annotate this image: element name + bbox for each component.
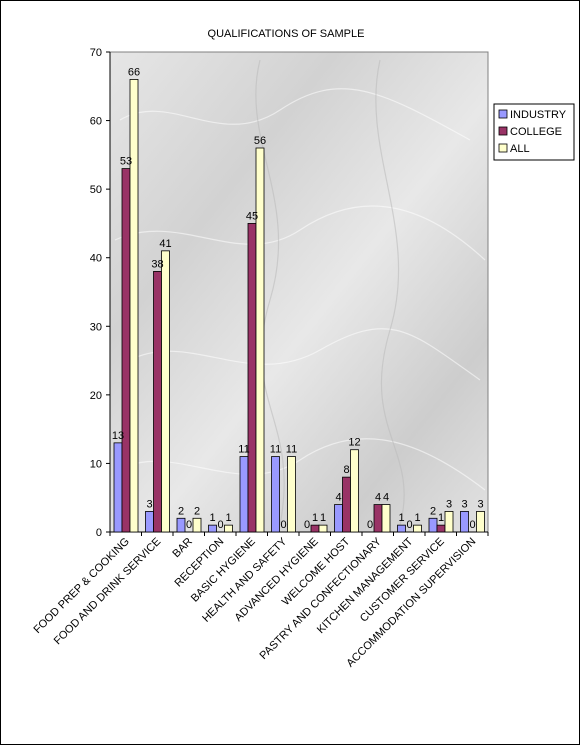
data-label: 4 <box>335 492 341 504</box>
legend: INDUSTRY COLLEGE ALL <box>493 103 575 161</box>
bar-industry <box>334 504 343 533</box>
y-axis-ticks: 0 10 20 30 40 50 60 70 <box>90 47 110 539</box>
y-tick-label: 50 <box>90 184 102 196</box>
legend-swatch-industry <box>498 109 508 119</box>
legend-label: ALL <box>510 143 530 155</box>
data-label: 66 <box>128 66 140 78</box>
data-label: 13 <box>112 430 124 442</box>
data-label: 0 <box>304 519 310 531</box>
data-label: 3 <box>446 498 452 510</box>
bar-industry <box>460 511 469 533</box>
bar-all <box>444 511 454 533</box>
data-label: 3 <box>146 498 152 510</box>
y-tick-label: 30 <box>90 321 102 333</box>
data-label: 0 <box>406 519 412 531</box>
data-label: 8 <box>343 464 349 476</box>
chart-title: QUALIFICATIONS OF SAMPLE <box>208 28 365 40</box>
bar-college <box>247 223 257 533</box>
bar-all <box>224 524 233 533</box>
bar-college <box>153 271 162 533</box>
bar-industry <box>176 517 186 533</box>
y-tick-label: 70 <box>90 47 102 59</box>
legend-swatch-college <box>498 126 508 136</box>
data-label: 1 <box>398 512 404 524</box>
bar-industry <box>239 456 249 533</box>
legend-label: INDUSTRY <box>510 109 567 121</box>
data-label: 45 <box>246 210 258 222</box>
bar-all <box>476 511 485 533</box>
bar-industry <box>397 524 406 533</box>
y-tick-label: 40 <box>90 253 102 265</box>
legend-swatch-all <box>498 143 508 153</box>
data-label: 1 <box>320 512 326 524</box>
data-label: 11 <box>270 444 281 456</box>
data-label: 0 <box>217 519 223 531</box>
legend-label: COLLEGE <box>510 126 562 138</box>
data-label: 53 <box>120 156 132 168</box>
bar-all <box>413 524 422 533</box>
y-tick-label: 0 <box>96 527 102 539</box>
data-label: 2 <box>430 505 436 517</box>
bar-college <box>436 524 446 533</box>
data-label: 0 <box>469 519 475 531</box>
bar-all <box>350 449 359 533</box>
data-label: 4 <box>383 492 389 504</box>
y-tick-label: 10 <box>90 458 102 470</box>
bar-college <box>121 168 131 533</box>
bar-industry <box>145 511 154 533</box>
data-label: 3 <box>461 498 467 510</box>
plot-texture <box>114 59 486 526</box>
data-label: 41 <box>159 238 171 250</box>
data-label: 0 <box>280 519 286 531</box>
plot-area <box>109 51 489 533</box>
bars <box>113 79 485 533</box>
data-label: 0 <box>186 519 192 531</box>
bar-college <box>373 504 383 533</box>
data-label: 4 <box>375 492 381 504</box>
data-label: 11 <box>238 444 249 456</box>
data-label: 1 <box>438 512 444 524</box>
bar-industry <box>428 517 438 533</box>
data-label: 3 <box>477 498 483 510</box>
bar-industry <box>208 524 217 533</box>
bar-industry <box>113 442 123 533</box>
bar-all <box>129 79 139 533</box>
data-label: 56 <box>254 135 266 147</box>
data-label: 11 <box>286 444 297 456</box>
data-label: 1 <box>209 512 215 524</box>
data-label: 2 <box>178 505 184 517</box>
bar-all <box>161 250 170 533</box>
bar-all <box>318 524 328 533</box>
data-label: 2 <box>194 505 200 517</box>
bar-industry <box>271 456 280 533</box>
bar-all <box>192 517 202 533</box>
bar-all <box>381 504 391 533</box>
data-label: 1 <box>414 512 420 524</box>
y-tick-label: 60 <box>90 116 102 128</box>
bar-college <box>310 524 320 533</box>
data-label: 1 <box>225 512 231 524</box>
data-label: 38 <box>151 258 163 270</box>
bar-all <box>287 456 296 533</box>
data-label: 1 <box>312 512 318 524</box>
bar-college <box>342 476 351 533</box>
data-label: 0 <box>367 519 373 531</box>
y-tick-label: 20 <box>90 390 102 402</box>
data-label: 12 <box>348 437 360 449</box>
x-tick-label: BAR <box>170 536 195 561</box>
bar-all <box>255 147 265 533</box>
